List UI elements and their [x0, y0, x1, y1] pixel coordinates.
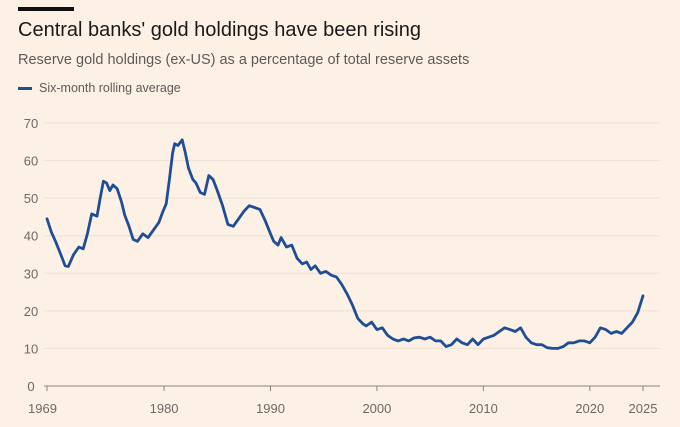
chart-legend: Six-month rolling average — [18, 81, 181, 95]
x-tick-label-1969: 1969 — [28, 401, 57, 416]
y-tick-label-0: 0 — [27, 379, 34, 394]
series-line-0 — [45, 138, 645, 350]
chart-subtitle: Reserve gold holdings (ex-US) as a perce… — [18, 52, 470, 68]
x-tick-label-2020: 2020 — [575, 401, 604, 416]
x-tick-label-2000: 2000 — [362, 401, 391, 416]
y-tick-label-60: 60 — [24, 154, 38, 169]
brand-accent-bar — [18, 7, 74, 11]
y-tick-label-50: 50 — [24, 191, 38, 206]
y-tick-label-70: 70 — [24, 116, 38, 131]
chart-title: Central banks' gold holdings have been r… — [18, 19, 421, 41]
y-tick-label-30: 30 — [24, 266, 38, 281]
y-tick-label-20: 20 — [24, 304, 38, 319]
y-tick-label-40: 40 — [24, 229, 38, 244]
y-tick-label-10: 10 — [24, 341, 38, 356]
x-tick-label-1980: 1980 — [150, 401, 179, 416]
x-tick-label-2025: 2025 — [629, 401, 658, 416]
x-tick-label-1990: 1990 — [256, 401, 285, 416]
legend-label: Six-month rolling average — [39, 81, 181, 95]
legend-swatch-line — [18, 86, 32, 90]
x-tick-label-2010: 2010 — [469, 401, 498, 416]
